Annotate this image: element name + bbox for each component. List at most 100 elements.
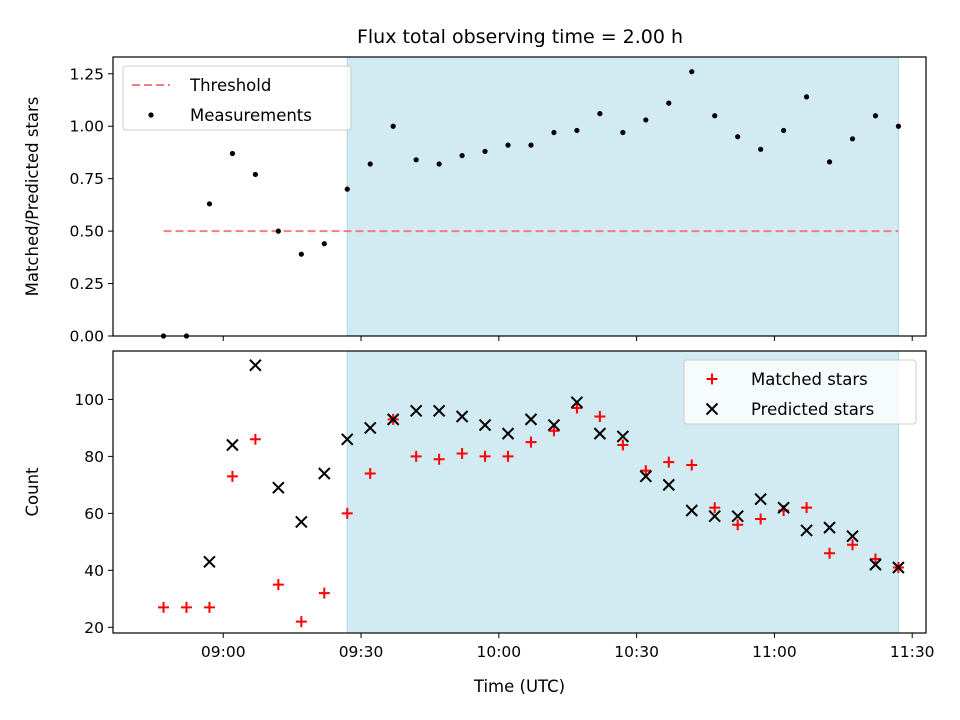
- predicted-stars-point: [639, 470, 653, 483]
- predicted-stars-point: [846, 529, 859, 543]
- bottom-panel: 20 40 60 80 100 09:00 09:30 10:00 10:30 11:00 11:3…: [23, 350, 935, 696]
- measurements-point: [413, 157, 419, 163]
- y-axis-label: Count: [23, 467, 42, 517]
- matched-stars-point: [226, 470, 238, 482]
- measurements-point: [758, 146, 764, 152]
- y-tick-label: 40: [84, 562, 104, 580]
- measurements-point: [712, 113, 718, 119]
- measurements-point: [367, 161, 373, 167]
- matched-stars-point: [686, 459, 698, 471]
- predicted-stars-point: [203, 555, 216, 568]
- matched-stars-point: [158, 601, 170, 613]
- x-axis-label: Time (UTC): [473, 677, 565, 696]
- matched-stars-point: [203, 601, 215, 613]
- measurements-point: [459, 152, 465, 159]
- matched-stars-point: [456, 448, 468, 460]
- matched-stars-point: [180, 601, 192, 613]
- legend: Threshold Measurements: [122, 65, 352, 131]
- matched-stars-point: [295, 616, 307, 628]
- predicted-stars-point: [662, 478, 675, 492]
- predicted-stars-point: [823, 521, 836, 534]
- measurements-point: [849, 136, 856, 142]
- predicted-stars-point: [731, 510, 744, 523]
- predicted-stars-point: [685, 504, 698, 517]
- measurements-point: [344, 186, 350, 192]
- predicted-stars-point: [455, 410, 469, 423]
- measurements-point: [321, 241, 327, 247]
- legend-label: Measurements: [190, 106, 312, 125]
- predicted-stars-point: [318, 467, 331, 480]
- matched-stars-point: [249, 433, 261, 445]
- predicted-stars-point: [524, 413, 538, 426]
- axes-frame: [112, 350, 927, 634]
- predicted-stars-point: [892, 561, 905, 574]
- y-tick-label: 1.00: [69, 118, 104, 136]
- measurements-point: [620, 129, 626, 136]
- legend-label: Predicted stars: [751, 400, 874, 419]
- measurements-point: [275, 228, 281, 234]
- observing-window: [346, 56, 899, 337]
- y-tick-label: 0.75: [69, 170, 104, 188]
- x-tick-label: 11:00: [752, 643, 797, 661]
- matched-stars-point: [869, 553, 881, 565]
- predicted-stars-point: [226, 438, 239, 452]
- legend-box: [122, 65, 352, 131]
- top-panel: 0.00 0.25 0.50 0.75 1.00 1.25 Matched/Predicte…: [23, 56, 927, 346]
- matched-stars-point: [824, 547, 836, 559]
- matched-stars-point: [548, 425, 560, 437]
- y-tick-label: 80: [84, 448, 104, 466]
- predicted-stars-point: [272, 481, 285, 494]
- matched-stars-point: [433, 453, 445, 465]
- predicted-stars-point: [754, 492, 767, 506]
- matched-stars-point: [479, 450, 491, 462]
- predicted-stars-point: [616, 430, 630, 443]
- matched-stars-point: [272, 579, 284, 591]
- measurements-point: [689, 69, 695, 75]
- y-axis-label: Matched/Predicted stars: [23, 97, 42, 297]
- y-tick-label: 100: [74, 391, 104, 409]
- measurements-point: [505, 142, 511, 148]
- y-tick-label: 0.25: [69, 275, 104, 293]
- predicted-stars-point: [249, 359, 262, 372]
- measurements-point: [528, 142, 534, 148]
- measurements-point: [206, 201, 213, 207]
- matched-stars-point: [640, 465, 652, 477]
- chart-title: Flux total observing time = 2.00 h: [357, 26, 683, 48]
- predicted-stars-point: [593, 427, 607, 440]
- predicted-stars-point: [501, 427, 515, 440]
- matched-stars-point: [801, 502, 813, 514]
- predicted-stars-point: [800, 524, 813, 537]
- matched-stars-point: [594, 411, 606, 423]
- measurements-point: [436, 161, 442, 167]
- matched-stars-point: [525, 436, 537, 448]
- measurements-point: [482, 148, 488, 154]
- matched-stars-point: [663, 456, 675, 468]
- matched-stars-point: [755, 513, 767, 525]
- predicted-stars-point: [777, 501, 790, 514]
- matched-stars-point: [571, 402, 583, 414]
- legend: Matched stars Predicted stars: [683, 359, 917, 425]
- axes-frame: [112, 56, 927, 337]
- predicted-stars-point: [708, 510, 721, 523]
- measurements-point: [781, 127, 787, 134]
- predicted-stars-point: [364, 421, 377, 435]
- matched-stars-point: [502, 450, 514, 462]
- measurements-point: [735, 134, 741, 140]
- measurements-point: [229, 150, 236, 157]
- y-tick-label: 20: [84, 619, 104, 637]
- x-tick-label: 10:30: [614, 643, 659, 661]
- predicted-stars-point: [478, 418, 492, 432]
- y-tick-label: 1.25: [69, 65, 104, 83]
- measurements-point: [826, 159, 833, 165]
- measurements-point: [597, 111, 603, 117]
- legend-matched-swatch: [706, 373, 718, 385]
- legend-label: Threshold: [189, 76, 271, 95]
- x-tick-label: 09:30: [339, 643, 384, 661]
- predicted-stars-point: [341, 433, 354, 446]
- predicted-stars-point: [409, 404, 423, 418]
- measurements-point: [551, 129, 557, 136]
- matched-stars-point: [617, 439, 629, 451]
- predicted-stars-point: [570, 396, 584, 409]
- predicted-stars-point: [295, 515, 308, 529]
- measurements-point: [643, 117, 649, 123]
